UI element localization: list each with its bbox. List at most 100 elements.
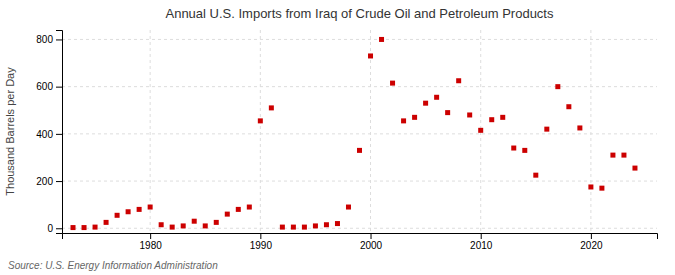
x-axis: 1980 1990 2000 2010 2020 (63, 233, 658, 251)
point (522, 148, 527, 153)
grid-line (62, 133, 657, 134)
point (214, 220, 219, 225)
point (170, 225, 175, 230)
y-tick-mark (56, 39, 62, 40)
point (357, 148, 362, 153)
point (445, 110, 450, 115)
point (467, 112, 472, 117)
plot-area: 1980 1990 2000 2010 2020 0 200 400 600 800 (36, 30, 657, 251)
y-tick: 0 (47, 223, 62, 234)
grid (62, 30, 657, 233)
point (71, 225, 76, 230)
grid-line (62, 39, 657, 40)
grid-line (260, 30, 261, 233)
x-tick-mark (371, 233, 372, 239)
y-tick-mark (56, 228, 62, 229)
x-tick-label: 1980 (140, 240, 163, 251)
point (379, 37, 384, 42)
point (489, 117, 494, 122)
y-tick: 800 (36, 34, 62, 45)
point (126, 209, 131, 214)
point (236, 207, 241, 212)
y-tick-label: 200 (36, 176, 53, 187)
grid-line (62, 228, 657, 229)
point (346, 205, 351, 210)
point (324, 222, 329, 227)
x-tick-label: 2000 (360, 240, 383, 251)
x-tick-mark (260, 233, 261, 239)
point (599, 186, 604, 191)
point (104, 220, 109, 225)
x-tick: 2010 (470, 233, 493, 251)
point (632, 166, 637, 171)
y-tick-label: 400 (36, 129, 53, 140)
x-tick: 1980 (140, 233, 163, 251)
point (115, 213, 120, 218)
point (192, 219, 197, 224)
point (335, 221, 340, 226)
y-tick-mark (56, 87, 62, 88)
point (269, 105, 274, 110)
point (159, 222, 164, 227)
grid-line (590, 30, 591, 233)
point (148, 205, 153, 210)
grid-line (150, 30, 151, 233)
x-tick-mark (150, 233, 151, 239)
point (93, 225, 98, 230)
point (533, 173, 538, 178)
x-tick: 2000 (360, 233, 383, 251)
x-tick-mark (591, 233, 592, 239)
y-tick-label: 800 (36, 34, 53, 45)
point (555, 84, 560, 89)
point (456, 78, 461, 83)
y-tick-mark (56, 181, 62, 182)
point (137, 207, 142, 212)
y-tick-label: 600 (36, 81, 53, 92)
point (258, 118, 263, 123)
point (82, 225, 87, 230)
point (588, 184, 593, 189)
y-tick: 200 (36, 176, 62, 187)
point (225, 212, 230, 217)
x-axis-line (63, 234, 658, 240)
point (368, 53, 373, 58)
point (401, 118, 406, 123)
y-tick: 400 (36, 129, 62, 140)
point (291, 225, 296, 230)
x-tick-label: 2010 (470, 240, 493, 251)
point (434, 95, 439, 100)
y-axis-line (56, 31, 63, 234)
point (610, 153, 615, 158)
point (423, 101, 428, 106)
y-axis: 0 200 400 600 800 (36, 31, 62, 234)
grid-line (62, 181, 657, 182)
point (390, 81, 395, 86)
y-tick: 600 (36, 81, 62, 92)
grid-line (370, 30, 371, 233)
title: Annual U.S. Imports from Iraq of Crude O… (165, 6, 554, 21)
point (566, 104, 571, 109)
grid-line (62, 86, 657, 87)
x-tick-mark (481, 233, 482, 239)
point (577, 125, 582, 130)
x-tick-label: 2020 (580, 240, 603, 251)
y-axis-title: Thousand Barrels per Day (4, 67, 16, 196)
point (500, 115, 505, 120)
point (478, 128, 483, 133)
points (71, 37, 638, 230)
point (412, 115, 417, 120)
y-tick-mark (56, 134, 62, 135)
x-tick: 1990 (250, 233, 273, 251)
chart: 1980 1990 2000 2010 2020 0 200 400 600 800 Annual … (0, 0, 675, 275)
point (544, 127, 549, 132)
y-tick-label: 0 (47, 223, 53, 234)
point (313, 223, 318, 228)
x-tick: 2020 (580, 233, 603, 251)
point (511, 146, 516, 151)
point (280, 225, 285, 230)
source: Source: U.S. Energy Information Administ… (8, 260, 218, 271)
x-tick-label: 1990 (250, 240, 273, 251)
point (621, 153, 626, 158)
point (203, 223, 208, 228)
point (181, 223, 186, 228)
